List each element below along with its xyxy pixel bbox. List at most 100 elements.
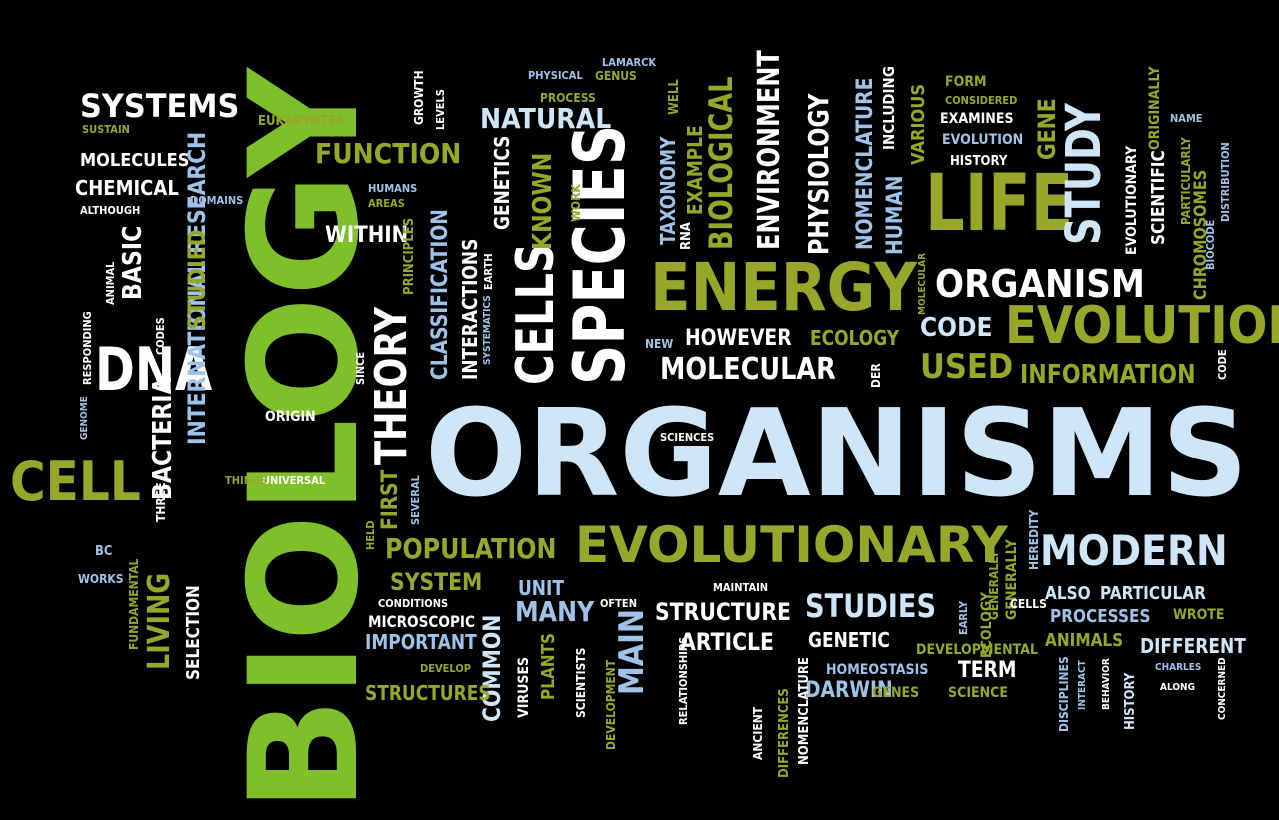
word-62: STRUCTURES bbox=[365, 681, 491, 705]
word-63: STUDIED bbox=[183, 229, 211, 330]
word-106: HELD bbox=[364, 520, 377, 550]
word-30: LIVING bbox=[142, 572, 177, 670]
word-91: EVOLUTION bbox=[942, 132, 1024, 148]
word-43: INCLUDING bbox=[880, 66, 898, 150]
word-124: CONDITIONS bbox=[378, 597, 449, 610]
word-90: EXAMINES bbox=[940, 111, 1014, 127]
word-66: PLANTS bbox=[538, 632, 559, 700]
word-95: BIOCODE bbox=[1204, 219, 1217, 270]
word-135: DIFFERENCES bbox=[777, 688, 792, 778]
word-145: CODE bbox=[1216, 349, 1229, 380]
word-19: PHYSIOLOGY bbox=[802, 93, 835, 255]
word-82: LEVELS bbox=[434, 89, 447, 130]
word-10: CELLS bbox=[506, 243, 566, 385]
word-15: SYSTEMS bbox=[80, 87, 240, 125]
word-16: NATURAL bbox=[480, 102, 612, 135]
word-116: SYSTEMATICS bbox=[482, 295, 493, 365]
word-49: GENE bbox=[1033, 98, 1061, 160]
word-140: HISTORY bbox=[1123, 672, 1138, 730]
word-136: NOMENCLATURE bbox=[797, 657, 812, 765]
word-64: SELECTION bbox=[183, 585, 204, 680]
word-143: DISCIPLINES bbox=[1057, 656, 1071, 732]
word-12: STUDY bbox=[1056, 103, 1112, 245]
word-89: CONSIDERED bbox=[945, 94, 1018, 107]
word-83: PROCESS bbox=[540, 91, 596, 105]
word-58: ANIMALS bbox=[1045, 630, 1124, 651]
word-61: IMPORTANT bbox=[365, 630, 477, 654]
word-8: CELL bbox=[10, 450, 141, 513]
word-133: RELATIONSHIPS bbox=[677, 636, 690, 725]
word-35: CLASSIFICATION bbox=[428, 209, 453, 380]
word-112: ANIMAL bbox=[104, 261, 117, 305]
word-127: DEVELOPMENTAL bbox=[916, 642, 1039, 658]
word-60: COMMON bbox=[478, 614, 506, 722]
word-129: DEVELOP bbox=[420, 662, 472, 675]
word-65: UNIT bbox=[518, 576, 564, 600]
word-92: HISTORY bbox=[950, 154, 1008, 169]
word-137: CHARLES bbox=[1155, 662, 1202, 673]
word-46: SCIENTIFIC bbox=[1148, 150, 1169, 245]
word-70: WROTE bbox=[1173, 607, 1225, 623]
word-0: BIOLOGY bbox=[218, 68, 392, 812]
word-96: DISTRIBUTION bbox=[1219, 142, 1232, 222]
word-51: ECOLOGY bbox=[810, 326, 900, 350]
word-139: BEHAVIOR bbox=[1101, 658, 1112, 710]
word-73: MOLECULES bbox=[80, 150, 190, 171]
word-69: SCIENCE bbox=[948, 685, 1009, 701]
word-142: INTERACT bbox=[1077, 660, 1088, 710]
word-1: ORGANISMS bbox=[425, 385, 1249, 524]
word-7: ORGANISM bbox=[935, 262, 1145, 306]
word-38: TAXONOMY bbox=[656, 136, 680, 245]
word-126: CELLS bbox=[1010, 597, 1047, 611]
word-93: NAME bbox=[1170, 112, 1203, 125]
word-109: FUNDAMENTAL bbox=[127, 558, 141, 650]
word-67: DARWIN bbox=[805, 678, 893, 703]
word-118: SCIENCES bbox=[660, 431, 715, 444]
word-108: WORKS bbox=[78, 572, 124, 586]
word-144: MOLECULAR bbox=[917, 252, 928, 315]
word-117: PRINCIPLES bbox=[402, 217, 417, 295]
word-40: GENETICS bbox=[490, 135, 514, 230]
word-44: VARIOUS bbox=[908, 83, 929, 165]
word-125: OFTEN bbox=[600, 597, 637, 610]
word-104: THREE bbox=[154, 482, 168, 522]
word-99: NEW bbox=[645, 337, 674, 351]
word-97: WORK bbox=[569, 184, 583, 222]
word-78: HUMANS bbox=[368, 182, 418, 195]
word-4: ENERGY bbox=[650, 249, 918, 326]
word-48: ORIGINALLY bbox=[1147, 66, 1163, 150]
word-88: FORM bbox=[945, 74, 987, 90]
word-71: MICROSCOPIC bbox=[368, 612, 475, 631]
word-14: BIOLOGICAL bbox=[702, 76, 740, 250]
word-54: TERM bbox=[958, 658, 1017, 683]
word-23: STUDIES bbox=[805, 587, 937, 625]
word-59: DIFFERENT bbox=[1140, 634, 1246, 658]
word-146: GENERALLY bbox=[987, 550, 1001, 620]
word-119: MAINTAIN bbox=[713, 581, 769, 594]
word-57: PROCESSES bbox=[1050, 606, 1151, 627]
word-17: FUNCTION bbox=[315, 137, 462, 170]
word-120: EARLY bbox=[957, 601, 970, 635]
word-110: GENOME bbox=[79, 396, 90, 440]
word-22: POPULATION bbox=[385, 532, 557, 565]
word-37: KNOWN bbox=[528, 152, 558, 250]
word-102: UNIVERSAL bbox=[262, 474, 326, 487]
word-87: WELL bbox=[667, 79, 682, 115]
word-27: MAIN bbox=[612, 608, 652, 695]
word-28: MANY bbox=[515, 595, 595, 628]
word-56: PARTICULAR bbox=[1100, 583, 1206, 604]
word-24: STRUCTURE bbox=[655, 598, 791, 626]
word-79: AREAS bbox=[368, 197, 405, 210]
word-2: EVOLUTIONARY bbox=[575, 516, 1008, 574]
word-20: MOLECULAR bbox=[660, 352, 836, 387]
word-76: SUSTAIN bbox=[82, 123, 130, 136]
word-55: ALSO bbox=[1045, 583, 1091, 604]
word-11: MODERN bbox=[1040, 526, 1228, 575]
word-115: EARTH bbox=[482, 253, 495, 290]
word-77: ALTHOUGH bbox=[80, 204, 141, 217]
word-130: VIRUSES bbox=[516, 656, 532, 718]
word-72: FIRST bbox=[378, 469, 403, 530]
word-138: ALONG bbox=[1160, 682, 1195, 693]
word-53: GENETIC bbox=[808, 628, 890, 652]
